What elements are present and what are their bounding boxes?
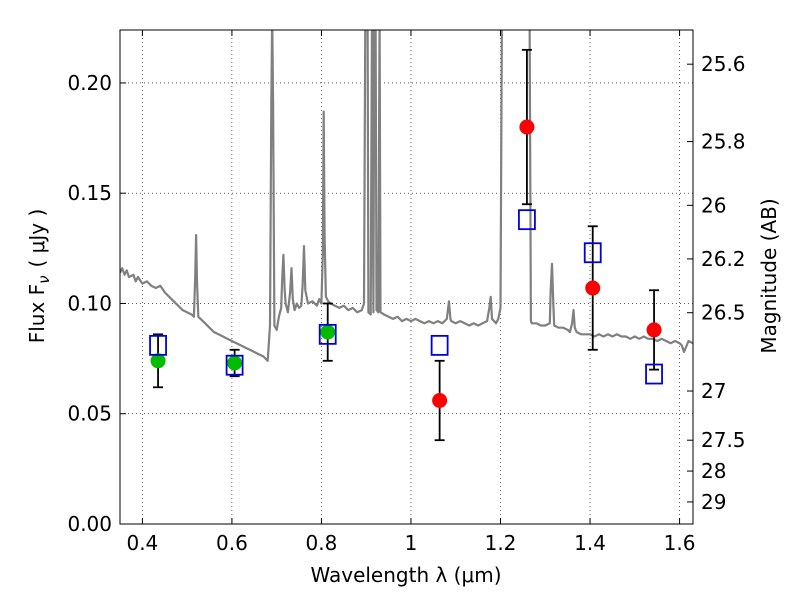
y-axis-label-unit: ( μJy ) [25,209,49,268]
y-tick-label: 0.05 [67,402,112,426]
data-point-circle [432,393,448,408]
plot-frame [119,29,694,525]
x-axis-label: Wavelength λ (μm) [310,563,501,587]
data-point-circle [320,324,336,340]
y2-tick-label: 29 [701,490,726,514]
y-axis-label-subscript: ν [35,275,53,283]
grid [120,30,693,525]
data-point-circle [646,322,662,338]
axis-ticks: 0.4 0.6 0.8 1 1.2 1.4 1.6 0.00 0.05 0.10 0.15 0.20 2… [67,30,746,555]
model-spectrum [120,30,693,362]
data-point-circle [519,119,535,135]
data-point-square [149,334,167,356]
x-tick-label: 0.4 [126,531,158,555]
data-point-square [225,354,244,376]
y-axis-label: Flux Fν ( μJy ) [25,209,53,344]
y2-tick-label: 26.2 [701,247,746,271]
data-point-square [645,363,663,385]
data-point-square [518,209,536,231]
data-points [149,48,663,442]
y2-axis-label: Magnitude (AB) [757,198,781,353]
y2-tick-label: 28 [701,459,726,483]
x-tick-label: 1.6 [664,531,696,555]
y2-tick-label: 25.6 [701,52,746,76]
y2-tick-label: 26 [701,193,726,217]
y-axis-label-main: Flux F [25,284,49,343]
data-point-square [430,334,449,356]
y2-tick-label: 27.5 [701,428,746,452]
x-tick-label: 1 [405,531,418,555]
data-point-circle [150,353,166,369]
x-tick-label: 0.8 [306,531,338,555]
data-point-circle [585,280,601,296]
data-point-square [583,242,602,264]
x-tick-label: 1.2 [485,531,517,555]
data-point-circle [227,355,243,371]
y2-tick-label: 26.5 [701,301,746,325]
y-tick-label: 0.15 [67,181,112,205]
y-tick-label: 0.10 [67,291,112,315]
y-tick-label: 0.00 [67,512,112,536]
data-point-square [318,323,337,345]
y2-tick-label: 27 [701,379,726,403]
x-tick-label: 1.4 [574,531,606,555]
spectrum-line [120,30,693,362]
y2-tick-label: 25.8 [701,130,746,154]
y-tick-label: 0.20 [67,71,112,95]
x-tick-label: 0.6 [216,531,248,555]
